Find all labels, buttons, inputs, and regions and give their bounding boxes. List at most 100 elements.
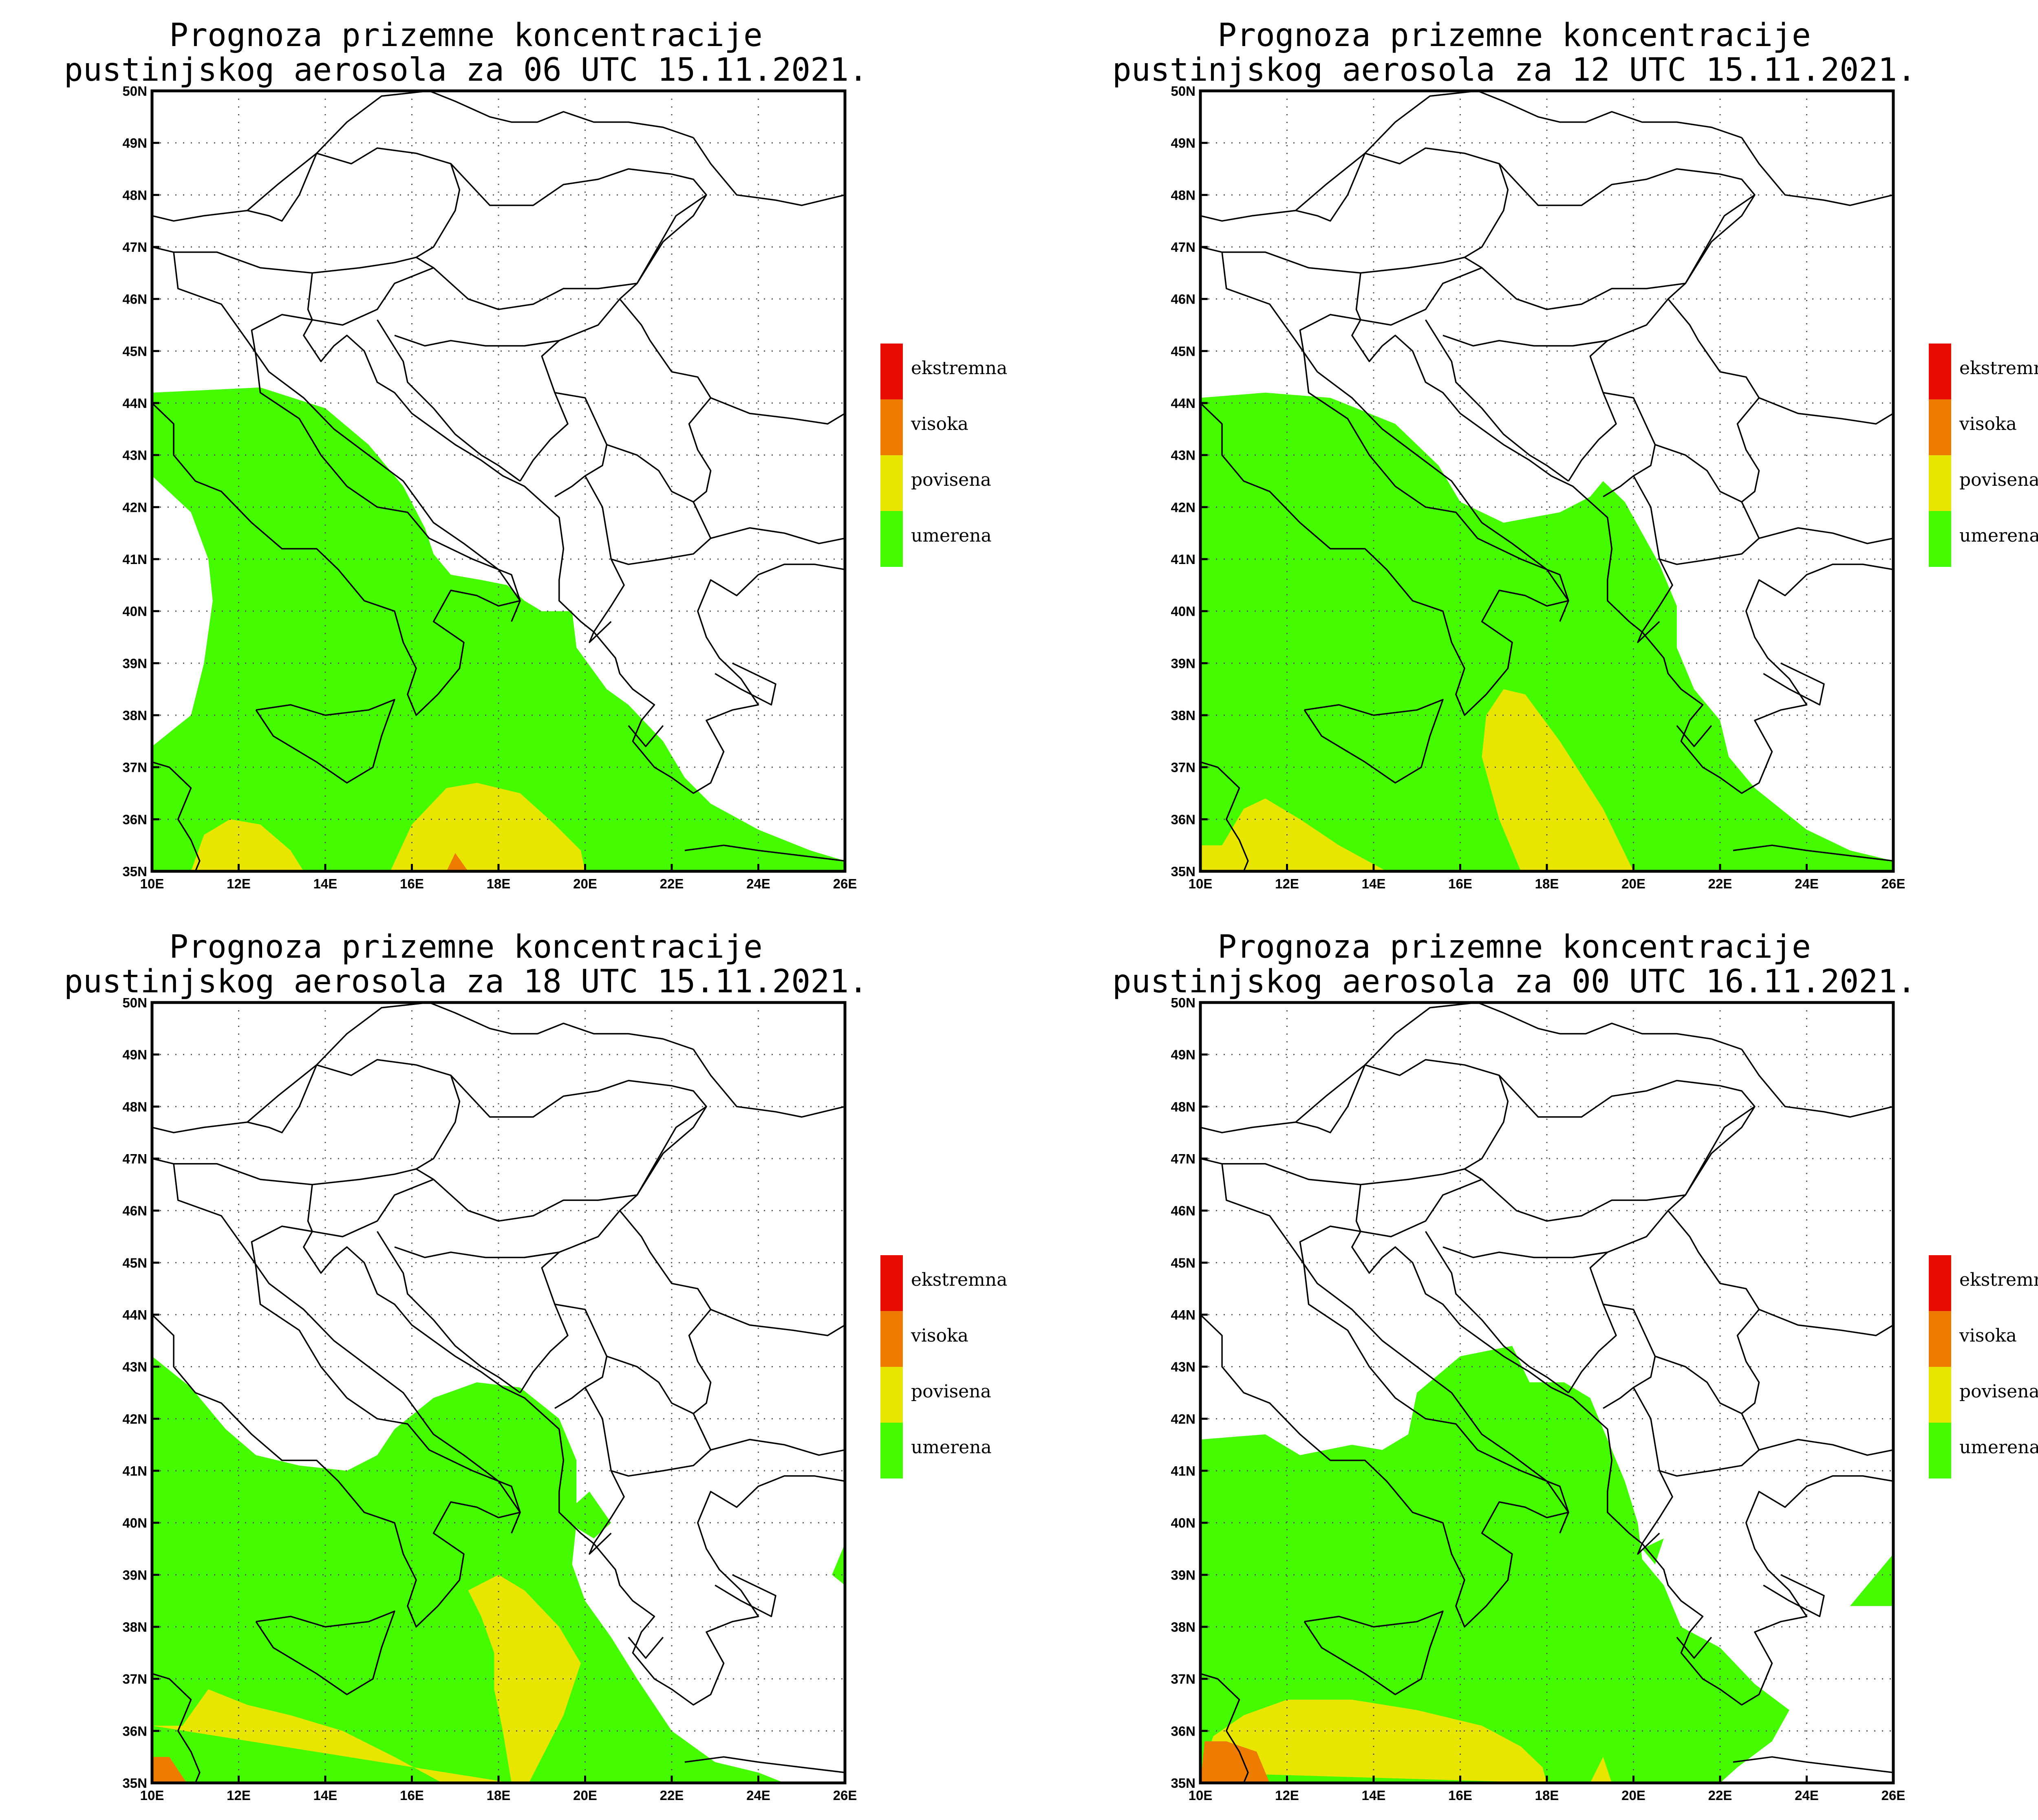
legend: ekstremna visoka povisena umerena	[1929, 1255, 2038, 1478]
coast-border-line	[1200, 1225, 1569, 1628]
coast-border-line	[1295, 1064, 1365, 1123]
lat-tick-label: 40N	[122, 1516, 147, 1531]
lat-tick-label: 45N	[122, 344, 147, 359]
map-title-line1: Prognoza prizemne koncentracije	[1218, 929, 1811, 965]
coast-border-line	[1763, 1574, 1825, 1617]
lat-tick-label: 35N	[1171, 864, 1195, 879]
coast-border-line	[394, 335, 569, 482]
aerosol-area-povisena	[1590, 1757, 1612, 1783]
lon-tick-label: 18E	[487, 1788, 511, 1803]
legend-label-visoka: visoka	[911, 1325, 968, 1346]
lon-tick-label: 20E	[1621, 876, 1645, 891]
lat-tick-label: 50N	[122, 84, 147, 99]
coast-border-line	[416, 163, 707, 310]
coast-border-line	[303, 319, 845, 794]
coast-border-line	[1632, 444, 1760, 565]
lon-tick-label: 16E	[400, 876, 424, 891]
legend-swatch-ekstremna	[880, 344, 903, 399]
coast-border-line	[1221, 252, 1569, 622]
lon-tick-label: 18E	[487, 876, 511, 891]
coast-border-line	[1758, 397, 1893, 425]
coast-border-line	[1733, 844, 1893, 862]
lat-tick-label: 35N	[122, 1776, 147, 1791]
lon-tick-label: 16E	[400, 1788, 424, 1803]
coast-border-line	[377, 319, 521, 482]
map-area	[152, 91, 845, 871]
legend-label-povisena: povisena	[1959, 1381, 2038, 1402]
coast-border-line	[1200, 147, 1509, 274]
aerosol-area-umerena	[1642, 1538, 1664, 1564]
lat-tick-label: 44N	[1171, 1307, 1195, 1322]
lon-tick-label: 22E	[660, 1788, 684, 1803]
coast-border-line	[1200, 1059, 1509, 1185]
legend-swatch-umerena	[880, 1423, 903, 1478]
map-title-line1: Prognoza prizemne koncentracije	[169, 17, 763, 54]
legend: ekstremna visoka povisena umerena	[880, 344, 1007, 567]
coast-border-line	[307, 267, 434, 326]
lat-tick-label: 35N	[1171, 1776, 1195, 1791]
legend-swatch-povisena	[1929, 455, 1951, 511]
lon-tick-label: 22E	[1708, 876, 1732, 891]
legend-swatch-umerena	[1929, 1423, 1951, 1478]
lat-tick-label: 49N	[1171, 136, 1195, 151]
coast-border-line	[715, 662, 776, 706]
lat-tick-label: 44N	[1171, 396, 1195, 411]
coast-border-line	[710, 1309, 845, 1336]
legend-label-umerena: umerena	[1959, 1437, 2038, 1458]
lat-tick-label: 50N	[1171, 995, 1195, 1010]
lat-tick-label: 48N	[122, 187, 147, 203]
lat-tick-label: 43N	[1171, 1359, 1195, 1375]
coast-border-line	[1759, 1439, 1893, 1456]
aerosol-area-umerena	[152, 387, 845, 871]
lat-tick-label: 43N	[122, 1359, 147, 1375]
lat-tick-label: 48N	[1171, 187, 1195, 203]
lat-tick-label: 37N	[122, 1672, 147, 1687]
lat-tick-label: 40N	[122, 604, 147, 619]
coast-border-line	[303, 1231, 845, 1706]
coast-border-line	[152, 147, 461, 274]
lat-tick-label: 41N	[1171, 552, 1195, 567]
coast-border-line	[1355, 1179, 1482, 1238]
lat-tick-label: 36N	[1171, 812, 1195, 827]
lat-tick-label: 45N	[1171, 1255, 1195, 1270]
coast-border-line	[1442, 335, 1617, 482]
legend-label-umerena: umerena	[1959, 525, 2038, 546]
map-title-line2: pustinjskog aerosola za 06 UTC 15.11.202…	[64, 52, 868, 88]
lat-tick-label: 38N	[1171, 708, 1195, 723]
lat-tick-label: 39N	[1171, 1567, 1195, 1582]
legend-label-povisena: povisena	[911, 1381, 991, 1402]
coast-border-line	[584, 1355, 712, 1477]
coast-border-line	[152, 1673, 201, 1783]
lon-tick-label: 12E	[1275, 876, 1299, 891]
lon-tick-label: 26E	[1881, 876, 1906, 891]
lat-tick-label: 37N	[1171, 1672, 1195, 1687]
aerosol-area-visoka	[446, 853, 468, 871]
lat-tick-label: 49N	[122, 136, 147, 151]
lat-tick-label: 36N	[1171, 1723, 1195, 1738]
legend-label-umerena: umerena	[911, 1437, 992, 1458]
coast-border-line	[1200, 1673, 1249, 1783]
legend-swatch-ekstremna	[880, 1255, 903, 1311]
legend-label-povisena: povisena	[911, 469, 991, 490]
lon-tick-label: 12E	[227, 1788, 251, 1803]
lon-tick-label: 26E	[1881, 1788, 1906, 1803]
lat-tick-label: 35N	[122, 864, 147, 879]
legend-swatch-povisena	[880, 455, 903, 511]
coast-border-line	[1763, 662, 1825, 706]
legend-swatch-povisena	[880, 1367, 903, 1423]
lat-tick-label: 36N	[122, 812, 147, 827]
coast-border-line	[255, 698, 395, 784]
coast-border-line	[584, 444, 712, 565]
coast-border-line	[394, 1246, 569, 1393]
lat-tick-label: 40N	[1171, 604, 1195, 619]
legend-label-ekstremna: ekstremna	[911, 1269, 1007, 1290]
coast-border-line	[152, 761, 201, 871]
aerosol-area-umerena	[832, 1543, 845, 1585]
lat-tick-label: 50N	[122, 995, 147, 1010]
coast-border-line	[693, 137, 845, 206]
coast-border-line	[1603, 1303, 1656, 1409]
lon-tick-label: 14E	[313, 1788, 337, 1803]
coast-border-line	[710, 1439, 845, 1456]
legend-label-umerena: umerena	[911, 525, 992, 546]
